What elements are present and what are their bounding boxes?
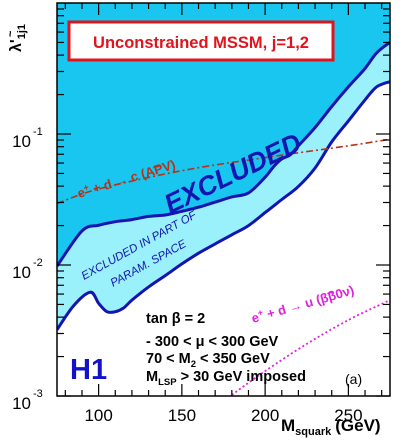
beta-decay-label: e+ + d → u (ββ0ν) [249, 281, 355, 326]
y-axis-label-tilde: ~ [5, 30, 17, 37]
panel-label: (a) [345, 371, 362, 387]
beta-tilde: ~ [325, 284, 337, 301]
partial-boundary-line [57, 80, 390, 331]
y-tick-label: 10 [12, 394, 31, 413]
y-tick-exponent: -3 [33, 388, 43, 400]
title-box: Unconstrained MSSM, j=1,2 [67, 20, 335, 62]
parameter-block: tan β = 2 - 300 < μ < 300 GeV 70 < M2 < … [146, 311, 306, 388]
x-axis-label: Msquark (GeV) [281, 416, 381, 438]
x-tick-label: 150 [168, 406, 196, 425]
x-tick-label: 200 [251, 406, 279, 425]
excluded-region [57, 3, 390, 267]
y-tick-exponent: -2 [33, 257, 43, 269]
x-tick-label: 250 [334, 406, 362, 425]
x-tick-label: 100 [84, 406, 112, 425]
param-m2: 70 < M2 < 350 GeV [146, 351, 270, 370]
param-mlsp: MLSP > 30 GeV imposed [146, 369, 306, 388]
svg-text:λ'1j1: λ'1j1 [8, 24, 28, 52]
plot-frame [56, 2, 391, 397]
y-axis-label: λ'1j1 ~ [5, 24, 28, 52]
y-tick-label: 10 [12, 263, 31, 282]
y-tick-exponent: -1 [33, 126, 43, 138]
param-mu: - 300 < μ < 300 GeV [146, 334, 279, 350]
apv-limit-line [57, 138, 390, 205]
beta-decay-limit-line [231, 299, 390, 396]
h1-experiment-label: H1 [70, 354, 107, 386]
y-tick-label: 10 [12, 132, 31, 151]
chart-title: Unconstrained MSSM, j=1,2 [93, 34, 309, 52]
param-tanbeta: tan β = 2 [146, 311, 205, 327]
excluded-boundary-line [57, 41, 390, 267]
